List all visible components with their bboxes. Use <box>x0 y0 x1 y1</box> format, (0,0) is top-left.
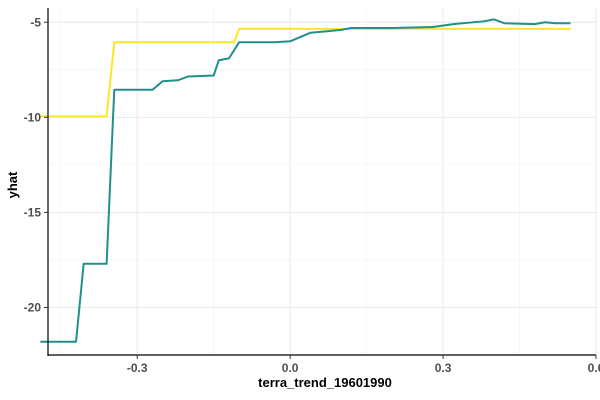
x-tick-label: -0.3 <box>127 361 148 375</box>
tick-labels: -0.3 0.0 0.3 0.6 -20 -15 -10 -5 <box>24 15 600 375</box>
y-tick-label: -10 <box>24 110 42 124</box>
series-lines <box>40 18 571 343</box>
x-tick-label: 0.6 <box>588 361 600 375</box>
series-teal-line <box>40 18 571 343</box>
y-tick-label: -20 <box>24 300 42 314</box>
tick-marks <box>44 21 597 359</box>
x-axis-title: terra_trend_19601990 <box>258 375 392 390</box>
y-tick-label: -5 <box>30 15 41 29</box>
y-axis-title: yhat <box>5 171 20 198</box>
axes <box>47 8 596 356</box>
y-tick-label: -15 <box>24 205 42 219</box>
x-tick-label: 0.0 <box>282 361 299 375</box>
x-tick-label: 0.3 <box>435 361 452 375</box>
series-yellow-line <box>40 27 571 118</box>
major-gridlines <box>48 8 597 355</box>
